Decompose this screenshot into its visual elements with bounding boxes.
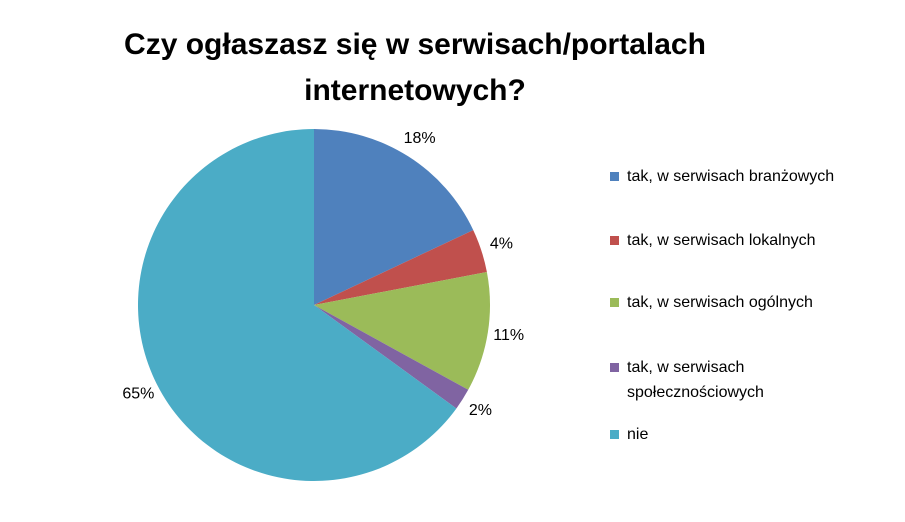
pie-slice [314, 129, 474, 305]
legend-swatch [610, 172, 619, 181]
legend-swatch [610, 298, 619, 307]
legend-label: tak, w serwisach lokalnych [627, 232, 816, 249]
data-label: 18% [404, 130, 436, 147]
legend-swatch [610, 236, 619, 245]
legend-swatch [610, 430, 619, 439]
data-label: 4% [490, 235, 513, 252]
legend-swatch [610, 363, 619, 372]
legend-label: nie [627, 426, 649, 443]
pie-slice [138, 129, 457, 481]
legend-label: tak, w serwisach społecznościowych [627, 359, 764, 401]
chart-title: Czy ogłaszasz się w serwisach/portalach … [124, 28, 706, 107]
legend-item: tak, w serwisach lokalnych [610, 228, 857, 253]
data-label: 65% [122, 386, 154, 403]
legend-label: tak, w serwisach ogólnych [627, 294, 813, 311]
legend-item: tak, w serwisach społecznościowych [610, 355, 857, 405]
legend-item: tak, w serwisach ogólnych [610, 290, 857, 315]
pie-slice [314, 305, 469, 409]
legend-item: tak, w serwisach branżowych [610, 164, 857, 189]
data-label: 2% [469, 402, 492, 419]
data-label: 11% [493, 327, 524, 344]
legend-item: nie [610, 422, 857, 447]
legend-label: tak, w serwisach branżowych [627, 168, 835, 185]
pie-slice [314, 272, 490, 390]
pie-slice [314, 230, 487, 305]
